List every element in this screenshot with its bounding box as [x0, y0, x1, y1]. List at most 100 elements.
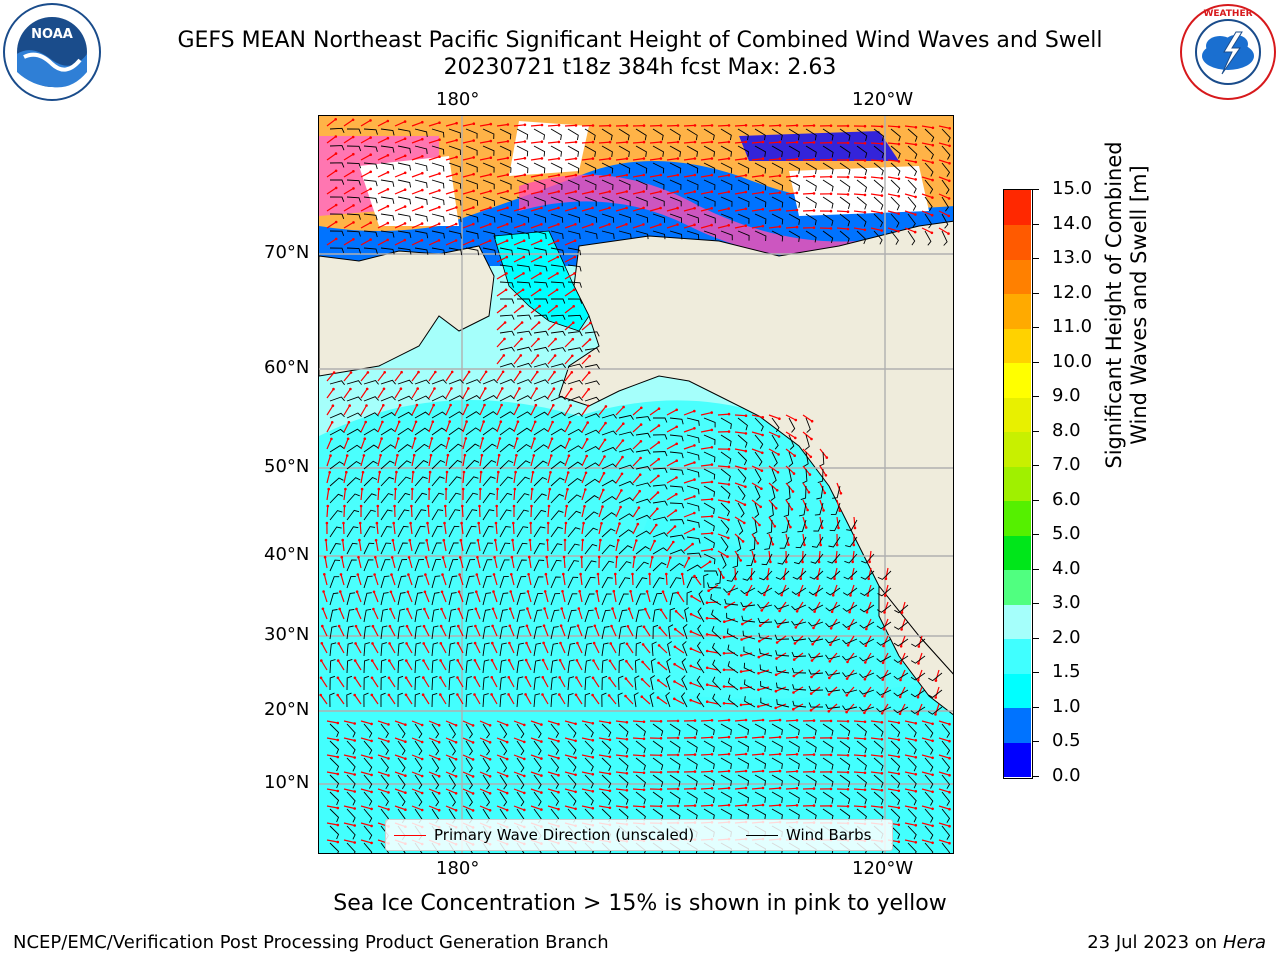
wave-direction-arrow — [509, 608, 515, 620]
wind-barb — [550, 543, 563, 555]
wind-barb — [550, 659, 558, 674]
wind-barb — [533, 179, 546, 190]
wave-direction-arrow — [530, 455, 535, 467]
wave-arrow-head — [535, 387, 538, 390]
wave-direction-arrow — [373, 591, 379, 603]
wind-barb — [533, 526, 546, 538]
wind-barb — [669, 502, 685, 509]
wind-barb — [414, 740, 423, 756]
wind-barb — [533, 676, 541, 691]
wind-barb — [567, 510, 582, 521]
wind-barb — [714, 570, 722, 585]
wave-arrow-head — [829, 736, 833, 740]
wave-arrow-head — [513, 487, 517, 491]
wave-direction-arrow — [836, 210, 849, 213]
wind-barb — [860, 587, 875, 597]
wave-direction-arrow — [626, 643, 634, 654]
wave-arrow-head — [523, 808, 526, 812]
wave-arrow-head — [761, 786, 765, 790]
wind-barb — [550, 179, 563, 190]
wind-barb — [414, 213, 428, 222]
wave-direction-arrow — [742, 618, 753, 625]
wave-arrow-head — [931, 841, 934, 845]
wave-direction-arrow — [377, 455, 382, 467]
wave-direction-arrow — [802, 448, 812, 458]
wave-direction-arrow — [394, 138, 406, 144]
wind-barb — [652, 562, 667, 572]
wave-direction-arrow — [707, 701, 719, 705]
wave-arrow-head — [421, 120, 424, 124]
wave-direction-arrow — [615, 158, 627, 161]
wave-arrow-head — [744, 449, 748, 453]
wave-direction-arrow — [717, 787, 730, 790]
wave-direction-arrow — [666, 190, 678, 195]
wave-direction-arrow — [904, 771, 916, 775]
wave-arrow-head — [505, 791, 509, 795]
wave-arrow-head — [880, 211, 884, 215]
wave-direction-arrow — [508, 677, 515, 688]
wave-arrow-head — [795, 157, 799, 161]
wave-arrow-head — [457, 590, 461, 593]
wind-barb — [380, 675, 387, 691]
wave-arrow-head — [724, 606, 727, 609]
wind-barb — [928, 689, 943, 698]
wave-arrow-head — [540, 791, 543, 794]
wave-arrow-head — [459, 538, 463, 542]
wave-arrow-head — [500, 403, 503, 407]
wave-arrow-head — [531, 470, 535, 474]
wave-arrow-head — [387, 791, 390, 794]
wave-direction-arrow — [496, 455, 500, 467]
wave-direction-arrow — [530, 141, 542, 144]
wave-arrow-head — [591, 223, 594, 226]
wind-barb — [720, 740, 732, 752]
wave-direction-arrow — [343, 472, 347, 484]
wave-arrow-head — [867, 577, 870, 581]
wave-arrow-head — [437, 740, 441, 744]
wave-arrow-head — [608, 721, 612, 725]
wave-direction-arrow — [544, 608, 549, 620]
wave-direction-arrow — [674, 680, 685, 688]
wave-arrow-head — [458, 556, 462, 559]
wind-barb — [618, 791, 629, 805]
wind-barb — [431, 542, 442, 555]
wave-direction-arrow — [775, 703, 787, 709]
wave-direction-arrow — [734, 753, 747, 756]
wind-barb — [584, 128, 596, 141]
wind-barb — [774, 634, 790, 640]
wave-arrow-head — [437, 239, 441, 242]
wave-arrow-head — [727, 412, 731, 416]
wave-direction-arrow — [428, 438, 433, 450]
wind-barb — [808, 669, 824, 675]
wave-direction-arrow — [921, 193, 933, 199]
wind-barb — [618, 561, 632, 572]
wind-barb — [924, 145, 934, 160]
wind-barb — [601, 774, 612, 789]
wave-direction-arrow — [785, 804, 798, 807]
wave-arrow-head — [761, 416, 765, 419]
wave-direction-arrow — [496, 421, 502, 433]
wave-direction-arrow — [343, 489, 346, 501]
wave-arrow-head — [897, 806, 901, 810]
wave-direction-arrow — [717, 465, 730, 468]
wave-arrow-head — [542, 641, 545, 645]
wind-barb — [533, 162, 546, 174]
wave-arrow-head — [710, 787, 714, 790]
wave-arrow-head — [411, 487, 414, 491]
wave-direction-arrow — [783, 567, 787, 579]
wave-arrow-head — [705, 633, 709, 636]
wave-arrow-head — [625, 124, 629, 127]
wave-direction-arrow — [870, 771, 882, 774]
wave-arrow-head — [483, 403, 486, 407]
wave-arrow-head — [407, 556, 411, 559]
lat-label-70n: 70°N — [264, 242, 310, 263]
wind-barb — [775, 666, 790, 674]
sea-ice-gap-north — [509, 121, 589, 176]
wave-arrow-head — [521, 304, 524, 308]
wave-arrow-head — [457, 607, 460, 611]
wind-barb — [482, 575, 492, 589]
wave-arrow-head — [846, 193, 850, 196]
wave-direction-arrow — [938, 822, 950, 827]
wave-direction-arrow — [390, 591, 396, 603]
wind-barb — [723, 587, 739, 593]
wind-barb — [499, 592, 509, 606]
